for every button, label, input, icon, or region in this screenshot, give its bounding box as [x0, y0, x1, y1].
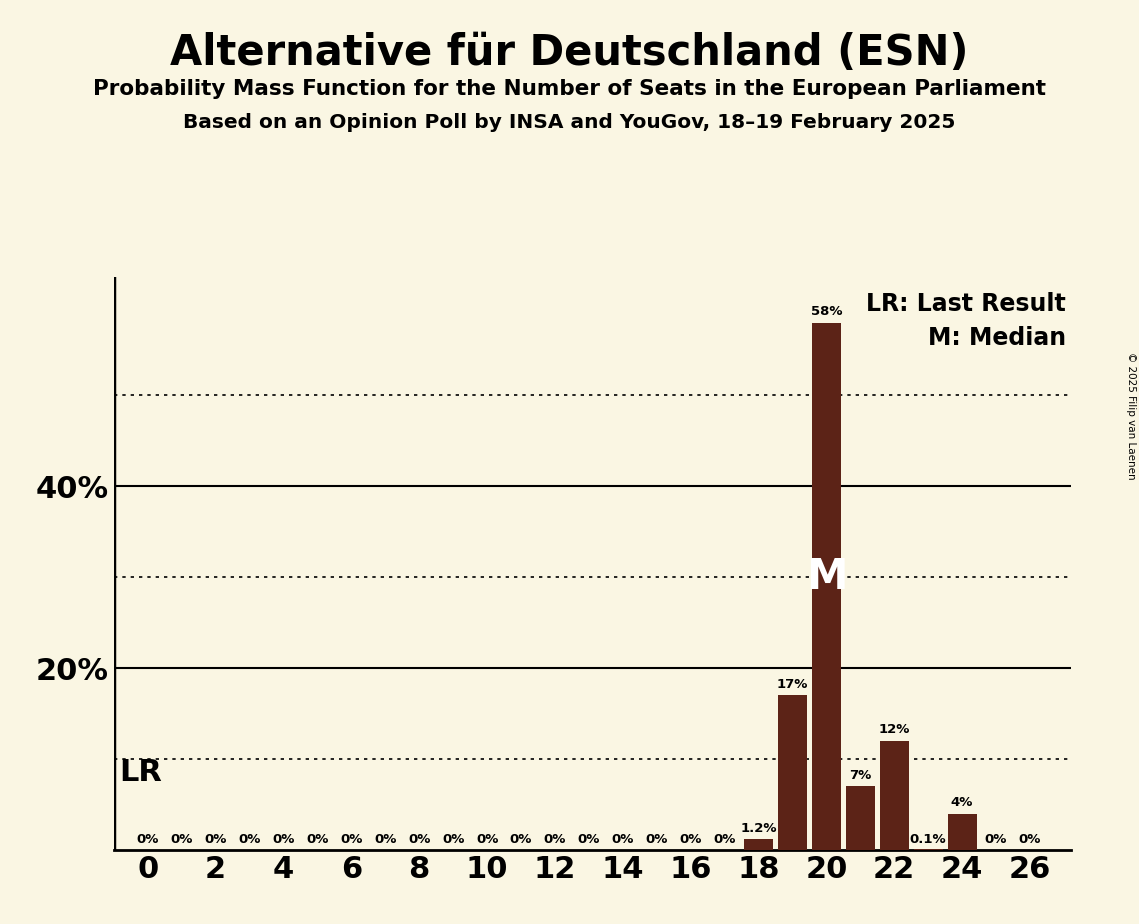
- Text: 0%: 0%: [306, 833, 329, 846]
- Text: 0%: 0%: [171, 833, 192, 846]
- Text: 0%: 0%: [577, 833, 600, 846]
- Text: 0.1%: 0.1%: [910, 833, 947, 846]
- Text: M: Median: M: Median: [928, 326, 1066, 350]
- Text: 7%: 7%: [850, 769, 871, 782]
- Text: 0%: 0%: [137, 833, 159, 846]
- Text: 0%: 0%: [612, 833, 634, 846]
- Text: 0%: 0%: [1018, 833, 1041, 846]
- Text: 0%: 0%: [510, 833, 532, 846]
- Text: LR: LR: [118, 759, 162, 787]
- Bar: [879, 741, 909, 850]
- Text: 0%: 0%: [985, 833, 1007, 846]
- Bar: [778, 696, 806, 850]
- Text: Based on an Opinion Poll by INSA and YouGov, 18–19 February 2025: Based on an Opinion Poll by INSA and You…: [183, 113, 956, 132]
- Text: 0%: 0%: [476, 833, 498, 846]
- Text: 12%: 12%: [878, 723, 910, 736]
- Text: LR: Last Result: LR: Last Result: [866, 292, 1066, 315]
- Text: 0%: 0%: [646, 833, 667, 846]
- Text: 0%: 0%: [442, 833, 465, 846]
- Text: 4%: 4%: [951, 796, 974, 809]
- Text: 17%: 17%: [777, 678, 809, 691]
- Text: 0%: 0%: [543, 833, 566, 846]
- Bar: [948, 814, 976, 850]
- Text: 0%: 0%: [238, 833, 261, 846]
- Text: © 2025 Filip van Laenen: © 2025 Filip van Laenen: [1126, 352, 1136, 480]
- Text: 0%: 0%: [713, 833, 736, 846]
- Text: Probability Mass Function for the Number of Seats in the European Parliament: Probability Mass Function for the Number…: [93, 79, 1046, 99]
- Text: 0%: 0%: [205, 833, 227, 846]
- Text: 58%: 58%: [811, 305, 842, 318]
- Bar: [812, 322, 841, 850]
- Text: 0%: 0%: [680, 833, 702, 846]
- Bar: [846, 786, 875, 850]
- Text: 1.2%: 1.2%: [740, 821, 777, 834]
- Text: Alternative für Deutschland (ESN): Alternative für Deutschland (ESN): [170, 32, 969, 74]
- Text: 0%: 0%: [374, 833, 396, 846]
- Text: 0%: 0%: [341, 833, 362, 846]
- Bar: [744, 839, 773, 850]
- Text: 0%: 0%: [272, 833, 295, 846]
- Text: M: M: [805, 556, 847, 598]
- Text: 0%: 0%: [408, 833, 431, 846]
